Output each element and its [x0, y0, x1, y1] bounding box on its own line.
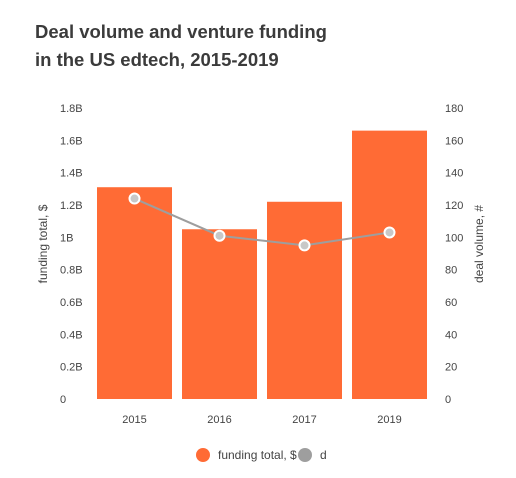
right-axis-ticks: 0 20 40 60 80 100 120 140 160 180: [445, 103, 463, 406]
right-tick-label: 0: [445, 394, 451, 406]
deal-volume-point: [128, 192, 141, 205]
right-tick-label: 100: [445, 232, 463, 244]
bar: [97, 187, 172, 399]
left-tick-label: 0: [60, 394, 66, 406]
x-axis-ticks: 2015 2016 2017 2019: [122, 414, 401, 426]
deal-volume-line-path: [134, 197, 390, 247]
legend-label-funding: funding total, $: [218, 448, 297, 462]
x-tick-label: 2019: [377, 414, 401, 426]
x-tick-label: 2016: [207, 414, 231, 426]
chart-title-line-1: Deal volume and venture funding: [35, 21, 327, 42]
chart-title: Deal volume and venture funding in the U…: [35, 18, 475, 74]
left-tick-label: 1.2B: [60, 200, 83, 212]
left-axis-ticks: 0 0.2B 0.4B 0.6B 0.8B 1B 1.2B 1.4B 1.6B 1.8B: [60, 103, 83, 406]
x-tick-label: 2015: [122, 414, 146, 426]
right-tick-label: 40: [445, 329, 457, 341]
left-tick-label: 0.6B: [60, 297, 83, 309]
deal-volume-point: [298, 239, 311, 252]
left-tick-label: 1B: [60, 232, 73, 244]
legend-swatch-funding: [196, 448, 210, 462]
right-tick-label: 60: [445, 297, 457, 309]
deal-volume-point: [383, 226, 396, 239]
right-tick-label: 160: [445, 135, 463, 147]
right-tick-label: 140: [445, 168, 463, 180]
bar: [267, 201, 342, 399]
chart-title-line-2: in the US edtech, 2015-2019: [35, 49, 279, 70]
left-tick-label: 0.8B: [60, 265, 83, 277]
left-axis-label: funding total, $: [36, 204, 50, 283]
legend-swatch-deals: [298, 448, 312, 462]
right-tick-label: 20: [445, 362, 457, 374]
legend-label-deals: d: [320, 448, 327, 462]
deal-volume-point: [213, 229, 226, 242]
bar: [182, 229, 257, 399]
left-tick-label: 1.8B: [60, 103, 83, 115]
legend: funding total, $ d: [196, 448, 327, 462]
left-tick-label: 1.6B: [60, 135, 83, 147]
deal-volume-line: [128, 192, 396, 252]
right-tick-label: 180: [445, 103, 463, 115]
left-tick-label: 0.2B: [60, 362, 83, 374]
right-tick-label: 120: [445, 200, 463, 212]
right-axis-label: deal volume, #: [472, 205, 486, 283]
x-tick-label: 2017: [292, 414, 316, 426]
left-tick-label: 0.4B: [60, 329, 83, 341]
bar: [352, 130, 427, 399]
bars: [97, 130, 427, 399]
right-tick-label: 80: [445, 265, 457, 277]
left-tick-label: 1.4B: [60, 168, 83, 180]
